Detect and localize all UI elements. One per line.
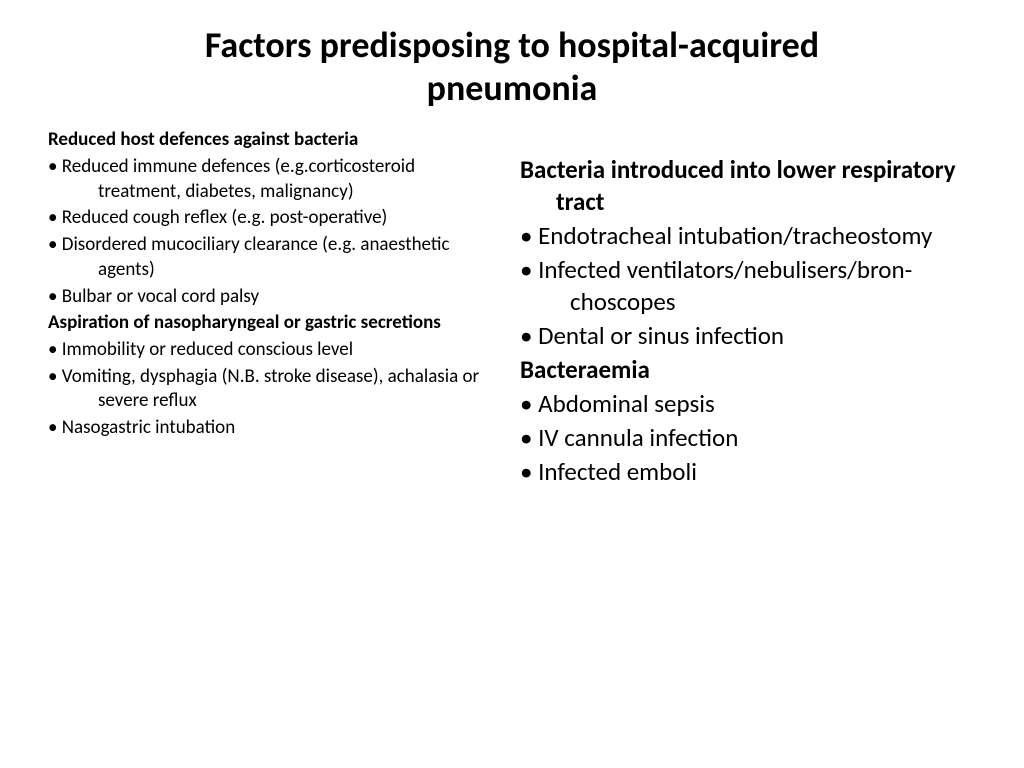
right-heading-1: Bacteria introduced into lower respirato… [520,154,976,218]
left-heading-2: Aspiration of nasopharyngeal or gastric … [48,311,488,336]
left-bullet: • Disordered mucociliary clearance (e.g.… [48,233,488,282]
right-bullet: • Infected emboli [520,456,976,488]
content-columns: Reduced host defences against bacteria •… [48,128,976,490]
left-bullet: • Reduced cough reflex (e.g. post-operat… [48,206,488,231]
left-column: Reduced host defences against bacteria •… [48,128,488,490]
left-bullet: • Immobility or reduced conscious level [48,338,488,363]
left-bullet: • Reduced immune defences (e.g.corticost… [48,155,488,204]
slide-container: Factors predisposing to hospital-acquire… [0,0,1024,768]
left-heading-1: Reduced host defences against bacteria [48,128,488,153]
slide-title: Factors predisposing to hospital-acquire… [48,24,976,110]
left-bullet: • Vomiting, dysphagia (N.B. stroke disea… [48,365,488,414]
left-bullet: • Nasogastric intubation [48,416,488,441]
right-bullet: • IV cannula infection [520,422,976,454]
left-bullet: • Bulbar or vocal cord palsy [48,285,488,310]
right-column: Bacteria introduced into lower respirato… [520,128,976,490]
right-bullet: • Infected ventilators/nebulisers/bron-c… [520,254,976,318]
right-bullet: • Endotracheal intubation/tracheostomy [520,220,976,252]
right-heading-2: Bacteraemia [520,354,976,386]
right-bullet: • Dental or sinus infection [520,320,976,352]
right-bullet: • Abdominal sepsis [520,388,976,420]
